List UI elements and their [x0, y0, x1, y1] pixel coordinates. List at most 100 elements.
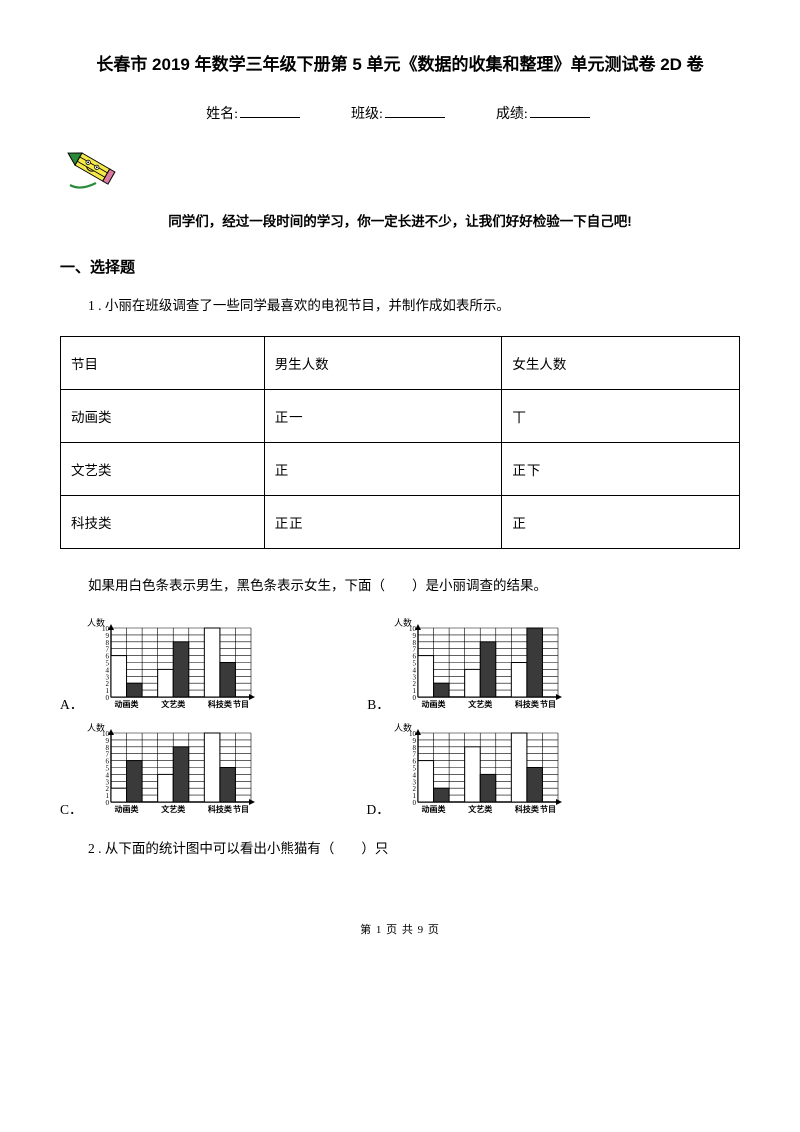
- svg-text:10: 10: [409, 625, 417, 633]
- svg-text:0: 0: [105, 799, 109, 807]
- svg-text:4: 4: [105, 771, 109, 779]
- svg-text:1: 1: [412, 687, 416, 695]
- question-2: 2 . 从下面的统计图中可以看出小熊猫有（ ）只: [88, 838, 740, 861]
- score-blank: [530, 117, 590, 118]
- svg-text:9: 9: [105, 737, 109, 745]
- svg-text:9: 9: [106, 632, 110, 640]
- cell: 丅: [502, 389, 740, 442]
- svg-text:节目: 节目: [540, 699, 556, 709]
- option-label-a: A．: [60, 693, 83, 715]
- svg-text:6: 6: [412, 757, 416, 765]
- tally-table: 节目 男生人数 女生人数 动画类 正一 丅 文艺类 正 正下 科技类 正正 正: [60, 336, 740, 549]
- svg-text:4: 4: [106, 666, 110, 674]
- svg-text:5: 5: [412, 659, 416, 667]
- svg-text:动画类: 动画类: [421, 699, 445, 709]
- svg-text:5: 5: [106, 659, 110, 667]
- svg-text:8: 8: [105, 744, 109, 752]
- svg-text:4: 4: [412, 771, 416, 779]
- svg-text:动画类: 动画类: [115, 699, 139, 709]
- svg-text:1: 1: [412, 792, 416, 800]
- encourage-text: 同学们，经过一段时间的学习，你一定长进不少，让我们好好检验一下自己吧!: [60, 210, 740, 230]
- info-line: 姓名: 班级: 成绩:: [60, 103, 740, 123]
- section-heading: 一、选择题: [60, 256, 740, 277]
- question-1: 1 . 小丽在班级调查了一些同学最喜欢的电视节目，并制作成如表所示。: [88, 295, 740, 318]
- svg-text:文艺类: 文艺类: [161, 699, 185, 709]
- bar-chart: 人数012345678910动画类文艺类科技类节目: [87, 616, 257, 711]
- svg-text:8: 8: [412, 639, 416, 647]
- svg-text:动画类: 动画类: [114, 804, 138, 814]
- svg-text:节目: 节目: [233, 699, 249, 709]
- svg-text:9: 9: [412, 737, 416, 745]
- option-a: A． 人数012345678910动画类文艺类科技类节目: [60, 616, 257, 715]
- option-c: C． 人数012345678910动画类文艺类科技类节目: [60, 721, 257, 820]
- option-d: D． 人数012345678910动画类文艺类科技类节目: [367, 721, 564, 820]
- table-row: 动画类 正一 丅: [61, 389, 740, 442]
- svg-text:3: 3: [105, 778, 109, 786]
- svg-text:节目: 节目: [233, 804, 249, 814]
- svg-text:5: 5: [412, 764, 416, 772]
- svg-text:8: 8: [412, 744, 416, 752]
- svg-text:9: 9: [412, 632, 416, 640]
- svg-text:1: 1: [105, 792, 109, 800]
- svg-text:4: 4: [412, 666, 416, 674]
- svg-text:0: 0: [106, 694, 110, 702]
- svg-text:6: 6: [412, 652, 416, 660]
- th-boys: 男生人数: [264, 336, 502, 389]
- cell: 正一: [264, 389, 502, 442]
- svg-text:7: 7: [105, 751, 109, 759]
- bar-chart: 人数012345678910动画类文艺类科技类节目: [394, 721, 564, 816]
- question-1b: 如果用白色条表示男生，黑色条表示女生，下面（ ）是小丽调查的结果。: [88, 575, 740, 598]
- option-b: B． 人数012345678910动画类文艺类科技类节目: [367, 616, 564, 715]
- svg-text:2: 2: [106, 680, 110, 688]
- svg-text:2: 2: [412, 680, 416, 688]
- table-row: 文艺类 正 正下: [61, 442, 740, 495]
- cell: 正: [264, 442, 502, 495]
- option-label-c: C．: [60, 798, 83, 820]
- th-program: 节目: [61, 336, 265, 389]
- svg-text:10: 10: [102, 625, 110, 633]
- cell: 正: [502, 495, 740, 548]
- cell: 动画类: [61, 389, 265, 442]
- svg-text:3: 3: [412, 673, 416, 681]
- page-title: 长春市 2019 年数学三年级下册第 5 单元《数据的收集和整理》单元测试卷 2…: [60, 50, 740, 75]
- table-row: 科技类 正正 正: [61, 495, 740, 548]
- cell: 正正: [264, 495, 502, 548]
- svg-text:0: 0: [412, 694, 416, 702]
- name-blank: [240, 117, 300, 118]
- name-label: 姓名:: [206, 107, 238, 122]
- bar-chart: 人数012345678910动画类文艺类科技类节目: [394, 616, 564, 711]
- svg-text:6: 6: [105, 757, 109, 765]
- svg-text:2: 2: [105, 785, 109, 793]
- svg-text:节目: 节目: [540, 804, 556, 814]
- svg-text:文艺类: 文艺类: [161, 804, 185, 814]
- svg-text:2: 2: [412, 785, 416, 793]
- svg-text:动画类: 动画类: [421, 804, 445, 814]
- svg-text:1: 1: [106, 687, 110, 695]
- svg-text:10: 10: [409, 730, 417, 738]
- cell: 科技类: [61, 495, 265, 548]
- svg-text:10: 10: [102, 730, 110, 738]
- option-label-d: D．: [367, 798, 390, 820]
- page-footer: 第 1 页 共 9 页: [60, 921, 740, 937]
- th-girls: 女生人数: [502, 336, 740, 389]
- cell: 正下: [502, 442, 740, 495]
- bar-chart: 人数012345678910动画类文艺类科技类节目: [87, 721, 257, 816]
- svg-text:科技类: 科技类: [207, 804, 231, 814]
- svg-text:3: 3: [412, 778, 416, 786]
- svg-text:5: 5: [105, 764, 109, 772]
- svg-text:7: 7: [412, 751, 416, 759]
- svg-text:科技类: 科技类: [515, 804, 539, 814]
- option-label-b: B．: [367, 693, 390, 715]
- svg-text:8: 8: [106, 639, 110, 647]
- svg-text:文艺类: 文艺类: [468, 699, 492, 709]
- svg-text:7: 7: [412, 646, 416, 654]
- score-label: 成绩:: [496, 107, 528, 122]
- svg-text:6: 6: [106, 652, 110, 660]
- svg-text:文艺类: 文艺类: [468, 804, 492, 814]
- svg-text:科技类: 科技类: [208, 699, 232, 709]
- cell: 文艺类: [61, 442, 265, 495]
- svg-text:科技类: 科技类: [515, 699, 539, 709]
- table-row: 节目 男生人数 女生人数: [61, 336, 740, 389]
- class-blank: [385, 117, 445, 118]
- svg-text:0: 0: [412, 799, 416, 807]
